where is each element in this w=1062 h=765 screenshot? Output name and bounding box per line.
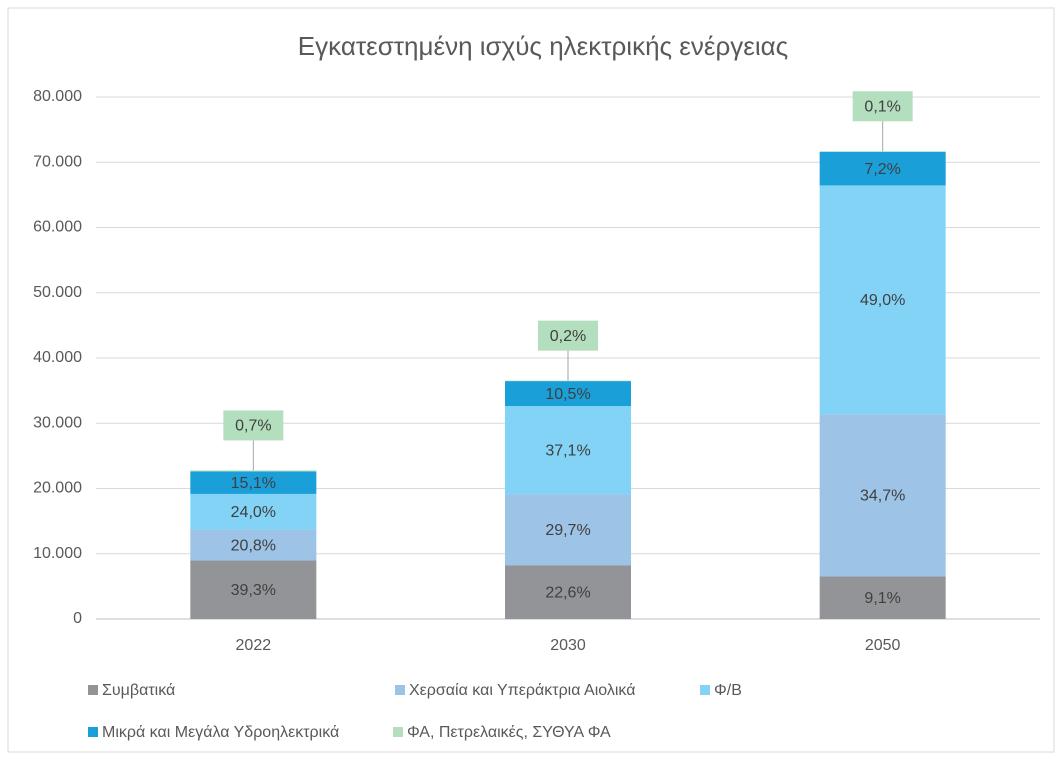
y-tick-label: 40.000 [33,349,82,366]
data-label: 0,2% [550,328,586,345]
data-label: 29,7% [545,522,590,539]
y-tick-label: 50.000 [33,284,82,301]
y-tick-label: 0 [73,610,82,627]
chart-title: Εγκατεστημένη ισχύς ηλεκτρικής ενέργειας [298,31,788,61]
data-label: 34,7% [860,488,905,505]
y-tick-label: 80.000 [33,88,82,105]
legend-label: Φ/Β [714,682,742,699]
data-label: 9,1% [864,590,900,607]
data-label: 37,1% [545,442,590,459]
data-label: 0,7% [235,418,271,435]
legend-swatch [395,685,405,695]
data-label: 7,2% [864,161,900,178]
legend-swatch [700,685,710,695]
legend-swatch [88,685,98,695]
y-tick-label: 30.000 [33,414,82,431]
x-tick-label: 2050 [865,637,901,654]
legend-swatch [393,727,403,737]
data-label: 20,8% [231,537,276,554]
data-label: 24,0% [231,504,276,521]
x-tick-label: 2022 [236,637,272,654]
legend-label: Χερσαία και Υπεράκτρια Αιολικά [409,682,635,699]
y-tick-label: 60.000 [33,219,82,236]
data-label: 49,0% [860,292,905,309]
y-tick-label: 70.000 [33,153,82,170]
data-label: 39,3% [231,582,276,599]
x-tick-label: 2030 [550,637,586,654]
data-label: 0,1% [864,99,900,116]
y-tick-label: 10.000 [33,545,82,562]
legend-label: Συμβατικά [102,682,175,699]
data-label: 22,6% [545,584,590,601]
y-tick-label: 20.000 [33,480,82,497]
bar-segment [190,470,316,471]
legend-label: Μικρά και Μεγάλα Υδροηλεκτρικά [102,724,339,741]
data-label: 15,1% [231,475,276,492]
legend-swatch [88,727,98,737]
legend-label: ΦΑ, Πετρελαικές, ΣΥΘΥΑ ΦΑ [407,724,611,741]
data-label: 10,5% [545,386,590,403]
